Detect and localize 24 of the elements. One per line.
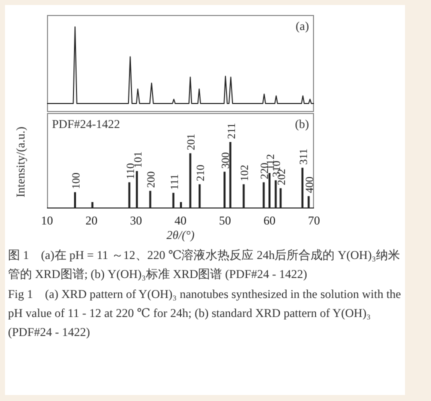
annotation: 200 bbox=[146, 170, 158, 188]
annotation: 111 bbox=[168, 174, 181, 190]
caption: Fig 1 (a) XRD pattern of Y(OH)₃ nanotubes synthesized in the solution with the pH value of 11 - 12 at 220 ℃ for 24h; (b) standard XRD pattern of Y(OH)₃ (PDF#24 - 1422) bbox=[8, 286, 402, 341]
x-tick-label: 50 bbox=[219, 214, 231, 228]
x-tick-label: 10 bbox=[41, 214, 53, 228]
x-tick-label: 30 bbox=[130, 214, 142, 228]
x-tick-label: 60 bbox=[264, 214, 276, 228]
y-axis-title: Intensity/(a.u.) bbox=[14, 126, 28, 198]
annotation: 300 bbox=[220, 152, 232, 169]
text: PDF#24-1422 bbox=[52, 117, 120, 132]
annotation: 311 bbox=[298, 148, 310, 165]
annotation: 100 bbox=[70, 172, 82, 190]
x-tick-label: 40 bbox=[174, 214, 186, 228]
annotation: (a) bbox=[296, 19, 309, 34]
annotation: 201 bbox=[186, 134, 198, 150]
caption: 图 1 (a)在 pH = 11 ～12、220 ℃溶液水热反应 24h后所合成的 Y(OH)₃纳米管的 XRD图谱; (b) Y(OH)₃标准 XRD图谱 (PDF#24 - 1422) bbox=[8, 247, 401, 283]
x-tick-label: 70 bbox=[308, 214, 320, 228]
annotation: 210 bbox=[195, 164, 208, 182]
annotation: 102 bbox=[239, 164, 252, 182]
x-axis-title: 2θ/(°) bbox=[165, 228, 196, 243]
annotation: 400 bbox=[304, 176, 316, 194]
text: (b) bbox=[295, 117, 309, 132]
x-tick-label: 20 bbox=[86, 214, 98, 228]
annotation: 211 bbox=[226, 122, 238, 140]
